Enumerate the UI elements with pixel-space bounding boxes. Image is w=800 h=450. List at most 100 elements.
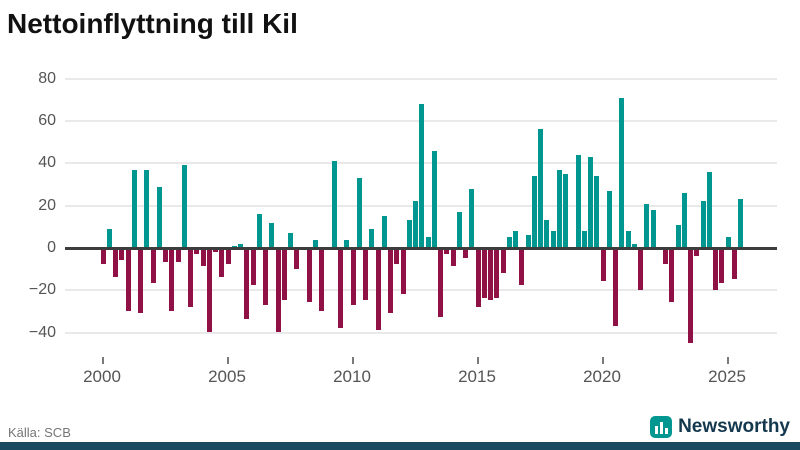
bar-2023-Q2 [681, 192, 687, 248]
bar-2016-Q4 [519, 249, 525, 286]
bar-2015-Q1 [475, 249, 481, 307]
logo-wordmark: Newsworthy [678, 416, 790, 437]
bar-2024-Q1 [700, 201, 706, 248]
bar-2017-Q2 [531, 176, 537, 248]
bar-2023-Q1 [675, 224, 681, 248]
bar-2015-Q3 [488, 249, 494, 301]
bar-2002-Q1 [150, 249, 156, 284]
bar-2008-Q4 [319, 249, 325, 311]
bar-2020-Q2 [606, 190, 612, 248]
bar-2025-Q3 [738, 199, 744, 248]
bar-2010-Q2 [356, 178, 362, 248]
bar-2009-Q4 [344, 239, 350, 248]
bar-2021-Q1 [625, 231, 631, 248]
bar-2003-Q2 [181, 165, 187, 248]
bar-2021-Q2 [631, 243, 637, 248]
y-axis-label-60: 60 [38, 111, 56, 129]
bar-2002-Q2 [156, 186, 162, 248]
footer-accent-band [0, 442, 800, 450]
bar-2021-Q3 [638, 249, 644, 290]
bar-2005-Q4 [244, 249, 250, 320]
bar-2024-Q3 [713, 249, 719, 290]
bar-2024-Q4 [719, 249, 725, 284]
bar-2004-Q3 [213, 249, 219, 252]
bar-2022-Q4 [669, 249, 675, 303]
y-axis-label-40: 40 [38, 154, 56, 172]
x-axis-label-2010: 2010 [333, 367, 371, 386]
zero-line [65, 247, 777, 250]
bar-2007-Q1 [275, 249, 281, 333]
bar-2011-Q4 [394, 249, 400, 265]
bar-2025-Q2 [731, 249, 737, 280]
bar-2011-Q1 [375, 249, 381, 330]
bar-2024-Q2 [706, 171, 712, 248]
y-axis-label-20: 20 [38, 196, 56, 214]
bar-2004-Q1 [200, 249, 206, 267]
bar-2023-Q3 [688, 249, 694, 343]
bar-2014-Q1 [450, 249, 456, 267]
bar-2005-Q2 [231, 245, 237, 248]
x-tick-2025 [726, 357, 729, 364]
newsworthy-logo: Newsworthy [650, 416, 790, 438]
bar-2010-Q4 [369, 228, 375, 248]
bar-2018-Q3 [563, 173, 569, 248]
plot-area [65, 70, 777, 350]
chart-title: Nettoinflyttning till Kil [7, 8, 298, 39]
bar-2007-Q3 [288, 233, 294, 248]
bar-2015-Q2 [481, 249, 487, 299]
bar-2007-Q4 [294, 249, 300, 269]
bar-2015-Q4 [494, 249, 500, 299]
bar-2017-Q1 [525, 235, 531, 248]
bar-2022-Q1 [650, 209, 656, 248]
bar-2020-Q4 [619, 97, 625, 248]
bar-2012-Q1 [400, 249, 406, 294]
bar-2000-Q3 [113, 249, 119, 278]
bar-2019-Q3 [588, 156, 594, 248]
gridline-80 [65, 77, 777, 80]
bar-2012-Q3 [413, 201, 419, 248]
bar-2016-Q2 [506, 237, 512, 248]
bar-2003-Q1 [175, 249, 181, 263]
bar-2000-Q2 [106, 228, 112, 248]
bar-2012-Q4 [419, 104, 425, 248]
bar-2004-Q4 [219, 249, 225, 278]
bar-2014-Q3 [463, 249, 469, 258]
bar-2010-Q3 [363, 249, 369, 301]
bar-2002-Q4 [169, 249, 175, 311]
bar-2019-Q2 [581, 231, 587, 248]
bar-2003-Q3 [188, 249, 194, 307]
source-label: Källa: SCB [8, 425, 71, 440]
bar-2006-Q3 [263, 249, 269, 305]
bar-2023-Q4 [694, 249, 700, 256]
bar-2003-Q4 [194, 249, 200, 254]
x-tick-2000 [101, 357, 104, 364]
bar-2017-Q4 [544, 220, 550, 248]
bar-2011-Q3 [388, 249, 394, 313]
bar-2022-Q3 [663, 249, 669, 265]
bar-2001-Q4 [144, 169, 150, 248]
bar-2000-Q1 [100, 249, 106, 265]
x-tick-2015 [476, 357, 479, 364]
bar-2021-Q4 [644, 203, 650, 248]
bar-2001-Q2 [131, 169, 137, 248]
bar-2016-Q1 [500, 249, 506, 273]
bar-2006-Q4 [269, 222, 275, 248]
bar-2019-Q1 [575, 154, 581, 248]
bar-2000-Q4 [119, 249, 125, 261]
bar-2016-Q3 [513, 231, 519, 248]
bar-2007-Q2 [281, 249, 287, 301]
bar-2020-Q3 [613, 249, 619, 326]
x-tick-2005 [226, 357, 229, 364]
bar-2020-Q1 [600, 249, 606, 282]
y-axis-label--40: −40 [28, 323, 56, 341]
bar-2017-Q3 [538, 129, 544, 248]
bar-2006-Q2 [256, 214, 262, 248]
bar-2001-Q3 [138, 249, 144, 313]
bar-2010-Q1 [350, 249, 356, 305]
x-axis-label-2020: 2020 [583, 367, 621, 386]
bar-2025-Q1 [725, 237, 731, 248]
bar-2018-Q1 [550, 231, 556, 248]
gridline--20 [65, 289, 777, 292]
y-axis-label-0: 0 [47, 239, 56, 256]
